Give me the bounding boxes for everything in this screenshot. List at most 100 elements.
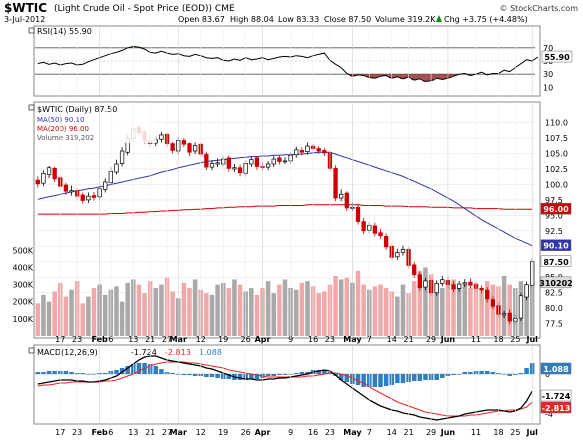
x-tick-label-lower: 26 [241,428,251,437]
volume-bar [142,293,147,336]
volume-bar [119,301,125,336]
price-tick-label: 102.5 [545,165,568,174]
x-tick-label-lower: 12 [196,428,206,437]
candle-body [524,284,529,298]
candle-body [316,148,321,152]
volume-tick-label: 400K [12,263,33,272]
candle-body [265,163,271,168]
macd-histogram-bar [417,374,423,381]
volume-bar [215,284,220,336]
candle-body [249,159,254,165]
rsi-title: RSI(14) 55.90 [37,27,92,36]
candle-body [232,167,237,170]
close-value: 87.50 [543,258,569,267]
x-tick-label-lower: 25 [510,428,520,437]
volume-bar [265,281,271,336]
ma50-value-box [540,239,572,251]
x-tick-label-upper: 19 [218,335,228,344]
macd-histogram-bar [479,371,484,374]
rsi-oversold-fill [394,74,401,77]
candle-body [333,167,338,199]
histogram-legend-value: 1.088 [199,348,222,357]
candle-body [277,157,282,162]
macd-histogram-bar [209,374,215,377]
volume-bar [355,270,361,336]
macd-histogram-bar [153,366,159,374]
macd-histogram-bar [86,374,91,375]
rsi-oversold-fill [411,74,418,81]
volume-bar [451,279,456,336]
volume-bar [440,288,445,336]
candle-body [372,225,378,234]
x-tick-label-lower: 29 [426,428,436,437]
volume-bar [102,294,108,336]
volume-bar [395,296,400,336]
candle-body [383,236,389,248]
candle-body [440,279,445,284]
volume-bar [46,301,52,336]
volume-bar [316,293,321,336]
x-tick-label-upper: 21 [404,335,414,344]
candle-body [187,143,192,153]
volume-bar [209,294,215,336]
ma50-value: 90.10 [543,242,569,251]
volume-bar [237,284,243,336]
x-tick-label-lower: Feb [91,428,108,437]
candle-body [294,149,299,156]
macd-histogram-bar [423,374,428,380]
macd-histogram-bar [451,374,456,375]
macd-tick-label: 0 [545,370,550,379]
rsi-oversold-fill [372,74,378,79]
x-tick-label-lower: Apr [255,428,271,437]
volume-tick-label: 100K [12,315,33,324]
candle-body [80,194,85,201]
macd-histogram-bar [378,374,383,387]
macd-histogram-bar [293,373,299,374]
rsi-oversold-fill [422,74,429,82]
volume-bar [52,291,57,336]
x-tick-label-upper: May [343,335,362,344]
volume-bar [378,284,383,336]
macd-histogram-bar [159,369,164,374]
macd-histogram-bar [204,374,209,377]
candle-body [119,150,125,164]
volume-bar [232,279,237,336]
candle-body [271,158,276,165]
volume-bar [501,276,507,336]
macd-histogram-bar [507,374,512,376]
macd-histogram-bar [322,370,327,374]
macd-legend-value: -1.724 [131,348,157,357]
ticker-title: $WTIC [4,1,47,15]
macd-histogram-bar [35,372,41,374]
rsi-panel-toggle-icon [28,27,35,34]
volume-bar [411,281,417,336]
candle-body [468,281,473,286]
macd-histogram-bar [524,368,529,374]
macd-last-value-box [540,389,572,402]
macd-histogram-bar [181,374,187,375]
volume-tick-label: 200K [12,298,33,307]
volume-bar [383,288,389,336]
candle-body [209,163,215,168]
macd-histogram-bar [192,374,198,376]
x-tick-label-lower: 6 [108,428,113,437]
macd-histogram-bar [468,372,473,374]
macd-histogram-bar [226,374,232,379]
x-tick-label-upper: 29 [426,335,436,344]
ticker-description: (Light Crude Oil - Spot Price (EOD)) CME [54,4,235,14]
macd-histogram-bar [69,372,74,374]
volume-bar [462,284,468,336]
macd-histogram-bar [316,370,321,374]
volume-bar [249,288,254,336]
candle-body [41,172,46,184]
candle-body [462,282,467,285]
candle-body [63,184,69,192]
macd-line [37,355,533,421]
candle-body [400,249,406,253]
macd-histogram-bar [518,373,524,374]
x-tick-label-upper: Mar [170,335,187,344]
candle-body [423,280,428,288]
x-tick-label-lower: 21 [404,428,414,437]
